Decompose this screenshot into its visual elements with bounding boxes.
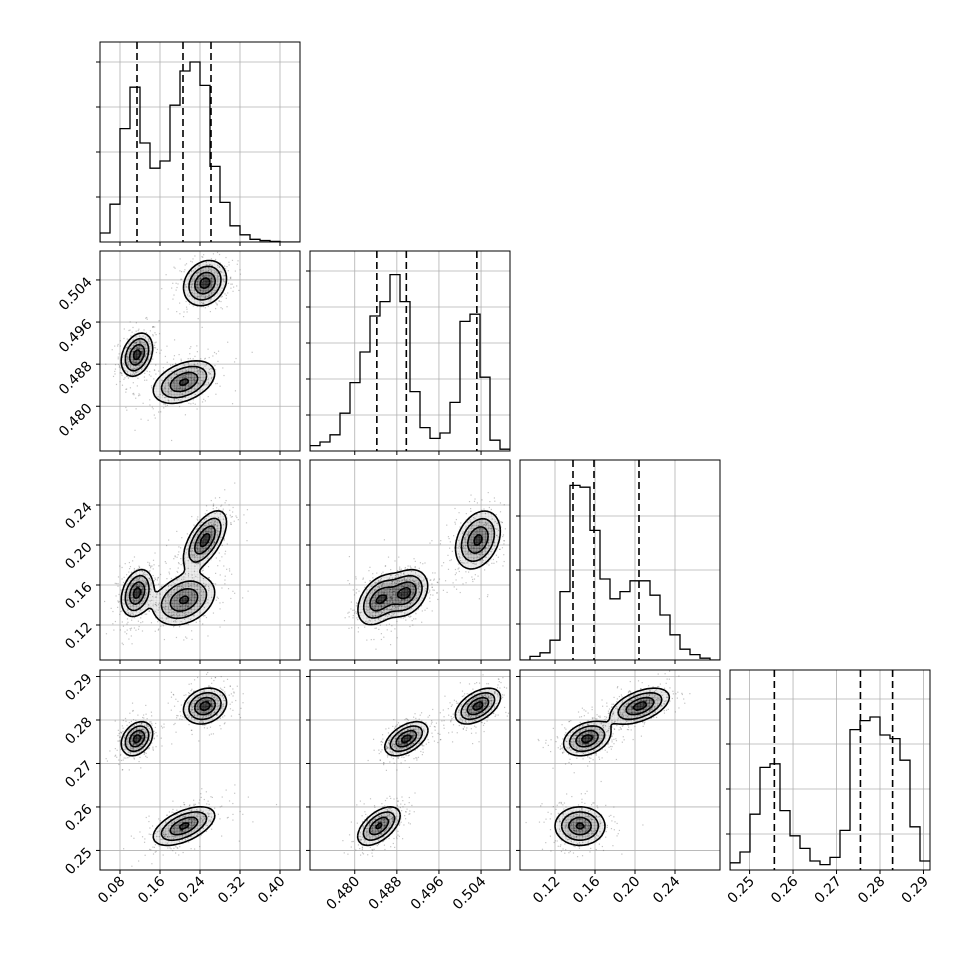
contour-level-1: [362, 692, 496, 841]
x-tick-label: 0.29: [899, 874, 932, 907]
y-tick-label: 0.496: [56, 316, 96, 356]
density-shade-1-0: [121, 261, 227, 404]
contour-level-3: [375, 534, 483, 605]
y-tick-label: 0.25: [62, 845, 95, 878]
contour-level-3: [132, 532, 211, 605]
contour-level-0: [120, 687, 228, 847]
y-tick-label: 0.26: [62, 801, 95, 834]
panel-frame: [309, 459, 511, 661]
panel-frame: [99, 669, 301, 871]
panel-1-0: [96, 250, 301, 455]
contour-level-2: [568, 696, 655, 836]
contour-level-2: [128, 525, 216, 612]
panel-frame: [309, 669, 511, 871]
contour-level-2: [128, 271, 216, 393]
panel-3-0: [96, 669, 301, 874]
contour-level-0: [120, 259, 228, 405]
density-shade-2-0: [121, 510, 227, 625]
panel-frame: [729, 669, 931, 871]
x-tick-label: 0.25: [725, 874, 758, 907]
panel-2-2: [516, 459, 721, 664]
x-tick-label: 0.08: [95, 874, 128, 907]
x-tick-label: 0.28: [855, 874, 888, 907]
contour-level-1: [124, 517, 222, 620]
x-tick-label: 0.27: [812, 874, 845, 907]
x-tick-label: 0.16: [570, 873, 603, 906]
histogram-2: [520, 484, 720, 660]
panel-1-1: [306, 250, 511, 455]
histogram-3: [730, 716, 930, 870]
contour-level-2: [369, 526, 489, 612]
contour-level-3: [132, 277, 211, 386]
x-tick-label: 0.32: [215, 874, 248, 907]
contour-level-1: [124, 692, 222, 842]
contour-level-3: [375, 701, 484, 830]
contour-level-0: [554, 687, 671, 847]
y-tick-label: 0.12: [62, 619, 95, 652]
y-tick-label: 0.480: [56, 401, 96, 441]
y-tick-label: 0.504: [56, 274, 96, 314]
y-tick-label: 0.488: [56, 359, 96, 399]
panel-3-1: [306, 669, 511, 874]
panel-frame: [99, 250, 301, 452]
contour-level-2: [368, 696, 490, 836]
x-tick-label: 0.480: [324, 874, 364, 914]
x-tick-label: 0.40: [255, 874, 288, 907]
x-tick-label: 0.24: [175, 873, 208, 906]
panel-2-1: [306, 459, 511, 664]
y-tick-label: 0.28: [62, 714, 95, 747]
contour-level-1: [124, 265, 222, 399]
x-tick-label: 0.488: [366, 874, 406, 914]
contour-level-1: [560, 692, 663, 841]
x-tick-label: 0.12: [530, 874, 563, 907]
histogram-0: [100, 61, 300, 242]
contour-level-0: [357, 510, 502, 626]
x-tick-label: 0.496: [408, 873, 448, 913]
panel-0-0: [96, 41, 301, 246]
panel-frame: [519, 669, 721, 871]
contour-level-0: [120, 510, 228, 626]
y-tick-label: 0.20: [62, 539, 95, 572]
panel-frame: [519, 459, 721, 661]
x-tick-label: 0.504: [450, 873, 490, 913]
x-tick-label: 0.26: [768, 873, 801, 906]
panel-2-0: [96, 459, 301, 664]
y-tick-label: 0.16: [62, 579, 95, 612]
histogram-1: [310, 273, 510, 451]
panel-3-2: [516, 669, 721, 874]
contour-level-3: [132, 701, 212, 831]
panel-frame: [99, 41, 301, 243]
x-tick-label: 0.24: [650, 873, 683, 906]
y-tick-label: 0.27: [62, 758, 95, 791]
samples-3-2: [525, 670, 691, 858]
contour-level-1: [362, 517, 496, 619]
panel-frame: [309, 250, 511, 452]
panel-3-3: [726, 669, 931, 874]
x-tick-label: 0.16: [135, 873, 168, 906]
contour-level-3: [575, 701, 648, 830]
contour-level-2: [128, 696, 217, 836]
y-tick-label: 0.24: [62, 499, 95, 532]
panel-frame: [99, 459, 301, 661]
x-tick-label: 0.20: [610, 874, 643, 907]
y-tick-label: 0.29: [62, 671, 95, 704]
samples-1-0: [100, 251, 253, 442]
contour-level-0: [356, 687, 502, 847]
